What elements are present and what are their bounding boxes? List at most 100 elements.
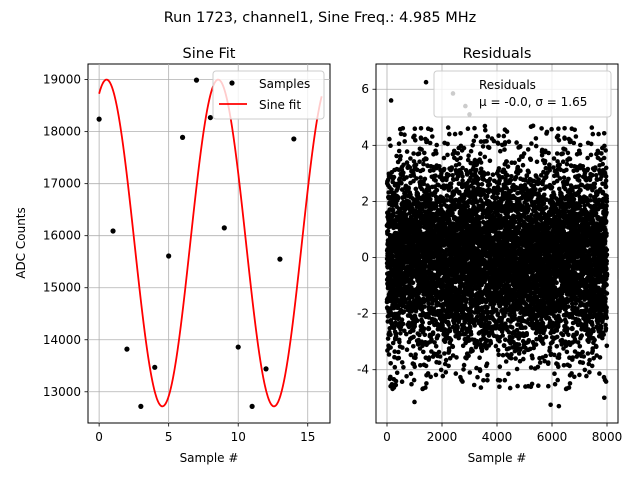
- residual-point: [475, 305, 481, 310]
- residual-point: [423, 363, 429, 369]
- residual-point: [497, 378, 503, 383]
- residual-point: [410, 280, 416, 286]
- residual-point: [433, 173, 438, 178]
- residual-point: [445, 152, 450, 158]
- residual-point: [470, 143, 476, 148]
- residual-point: [393, 334, 399, 339]
- residual-point: [479, 348, 485, 354]
- residual-point: [393, 378, 399, 384]
- residual-point: [413, 162, 419, 168]
- residual-point: [444, 193, 450, 198]
- residual-point: [413, 352, 418, 357]
- residual-point: [388, 374, 393, 380]
- residual-point: [453, 371, 459, 376]
- residual-point: [442, 361, 448, 367]
- residual-point: [401, 365, 406, 370]
- residual-point: [449, 165, 455, 170]
- residual-point: [431, 306, 437, 311]
- residual-point: [402, 328, 407, 334]
- residual-point: [468, 331, 474, 337]
- sample-point: [235, 344, 241, 350]
- residual-point: [420, 320, 426, 325]
- residual-point: [486, 145, 492, 150]
- residual-point: [392, 364, 398, 370]
- residual-point: [438, 367, 444, 373]
- residual-point: [438, 203, 444, 208]
- residual-point: [386, 352, 392, 357]
- residual-point: [407, 165, 413, 170]
- residual-point: [503, 337, 508, 343]
- residual-point: [425, 371, 431, 376]
- residual-point: [442, 327, 448, 332]
- residual-point: [413, 186, 419, 192]
- sample-point: [124, 346, 130, 352]
- residual-point: [433, 178, 438, 183]
- residual-point: [460, 379, 465, 384]
- residual-point: [408, 371, 414, 377]
- sample-point: [263, 366, 269, 372]
- residual-point: [412, 126, 418, 131]
- residual-point: [448, 181, 454, 186]
- residual-point: [490, 172, 496, 177]
- residual-point: [515, 383, 520, 389]
- residual-point: [401, 170, 406, 176]
- residual-point: [446, 363, 451, 369]
- residual-point: [496, 352, 502, 358]
- residual-point: [477, 355, 482, 361]
- residual-point: [474, 167, 479, 173]
- residual-point: [501, 133, 507, 139]
- sine-fit-ytick-label: 16000: [43, 229, 81, 243]
- residual-point: [396, 349, 401, 355]
- residual-point: [399, 317, 405, 323]
- sine-fit-grid: [88, 64, 330, 423]
- residual-point: [506, 371, 511, 377]
- residual-point: [436, 349, 442, 355]
- residual-point: [422, 298, 427, 304]
- residual-point: [409, 381, 414, 387]
- sine-fit-panel: Sine Fit 0 5 10 151300014000150001600017000…: [14, 46, 331, 465]
- residual-point: [515, 164, 521, 170]
- residual-point: [480, 144, 486, 149]
- residual-point: [411, 178, 416, 184]
- residual-point: [473, 133, 479, 139]
- residual-point: [509, 352, 514, 357]
- residual-point: [475, 374, 480, 380]
- residual-point: [418, 136, 424, 141]
- residual-point: [484, 139, 489, 144]
- residual-point: [400, 321, 406, 327]
- residual-point: [396, 141, 402, 146]
- sine-fit-ytick-label: 17000: [43, 177, 81, 191]
- residual-point: [418, 126, 424, 131]
- residual-point: [497, 384, 502, 390]
- residual-point: [437, 354, 443, 359]
- residual-point: [433, 344, 439, 349]
- residual-point: [397, 176, 403, 181]
- residual-point: [442, 351, 447, 356]
- residual-point: [512, 219, 518, 224]
- residual-point: [466, 153, 471, 158]
- residual-point: [433, 372, 439, 378]
- residual-point: [404, 160, 410, 165]
- residual-point: [477, 220, 482, 225]
- residual-point: [423, 385, 428, 390]
- figure-suptitle: Run 1723, channel1, Sine Freq.: 4.985 MH…: [164, 10, 477, 26]
- residual-point: [399, 360, 405, 365]
- residual-point: [421, 181, 427, 187]
- residual-point: [401, 162, 406, 168]
- residuals-marks: [384, 79, 610, 409]
- residual-point: [493, 343, 499, 349]
- residual-point: [401, 309, 407, 314]
- residual-point: [388, 143, 393, 148]
- residual-point: [498, 148, 503, 154]
- residual-point: [436, 360, 442, 366]
- residual-point: [420, 167, 426, 173]
- residual-point: [487, 176, 493, 182]
- residual-point: [417, 332, 422, 338]
- residual-point: [455, 324, 460, 329]
- residual-point: [402, 139, 408, 144]
- residual-point: [450, 210, 455, 216]
- residual-point: [424, 381, 429, 386]
- residual-point: [447, 131, 452, 137]
